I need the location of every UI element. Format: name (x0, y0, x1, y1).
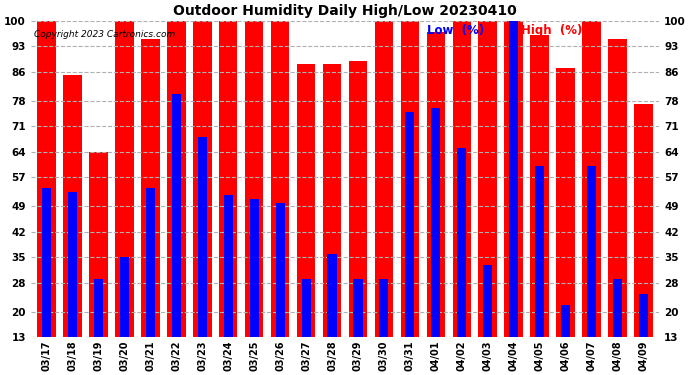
Bar (431, 108, 440, 338)
Bar (609, 39, 627, 338)
Bar (478, 21, 497, 338)
Bar (509, 21, 518, 338)
Bar (89, 152, 108, 338)
Bar (167, 21, 186, 338)
Bar (120, 257, 129, 338)
Bar (141, 39, 159, 338)
Bar (613, 279, 622, 338)
Bar (245, 21, 264, 338)
Bar (197, 137, 207, 338)
Bar (639, 294, 648, 338)
Bar (406, 112, 415, 338)
Bar (582, 21, 601, 338)
Text: Low  (%): Low (%) (426, 24, 484, 37)
Text: High  (%): High (%) (521, 24, 582, 37)
Bar (504, 21, 523, 338)
Bar (68, 192, 77, 338)
Title: Outdoor Humidity Daily High/Low 20230410: Outdoor Humidity Daily High/Low 20230410 (173, 4, 517, 18)
Bar (375, 21, 393, 338)
Bar (42, 188, 51, 338)
Bar (275, 203, 284, 338)
Bar (634, 105, 653, 338)
Bar (380, 279, 388, 338)
Bar (348, 61, 367, 338)
Bar (323, 64, 342, 338)
Bar (270, 21, 289, 338)
Bar (94, 279, 103, 338)
Bar (302, 279, 310, 338)
Bar (535, 166, 544, 338)
Bar (353, 279, 362, 338)
Bar (63, 75, 81, 338)
Bar (115, 21, 134, 338)
Bar (328, 254, 337, 338)
Bar (172, 93, 181, 338)
Bar (401, 21, 420, 338)
Bar (587, 166, 596, 338)
Bar (453, 21, 471, 338)
Bar (37, 21, 56, 338)
Bar (531, 35, 549, 338)
Bar (224, 195, 233, 338)
Text: Copyright 2023 Cartronics.com: Copyright 2023 Cartronics.com (34, 30, 175, 39)
Bar (193, 21, 212, 338)
Bar (250, 199, 259, 338)
Bar (297, 64, 315, 338)
Bar (146, 188, 155, 338)
Bar (483, 265, 493, 338)
Bar (561, 304, 570, 338)
Bar (556, 68, 575, 338)
Bar (219, 21, 237, 338)
Bar (457, 148, 466, 338)
Bar (426, 32, 445, 338)
